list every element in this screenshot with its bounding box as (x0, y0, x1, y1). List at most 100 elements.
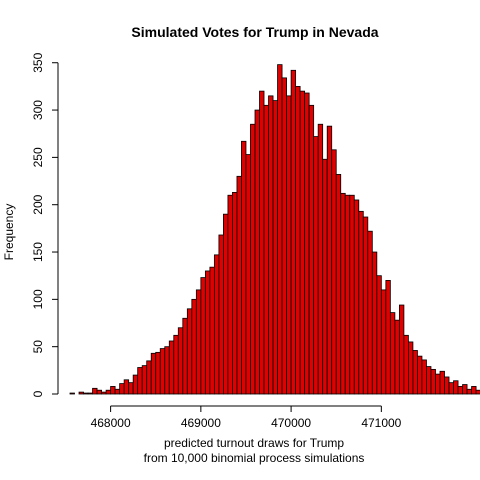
histogram-bar (155, 351, 161, 395)
histogram-bar (281, 77, 287, 395)
histogram-bar (96, 389, 102, 395)
histogram-bar (141, 365, 148, 395)
histogram-bar (349, 194, 355, 395)
histogram-bar (168, 340, 175, 395)
histogram-bar (232, 191, 238, 395)
histogram-bar (299, 90, 306, 395)
histogram-bar (286, 95, 292, 395)
histogram-bar (87, 392, 93, 395)
histogram-bar (380, 289, 387, 395)
histogram-bars (69, 64, 480, 395)
histogram-bar (101, 391, 107, 395)
histogram-bar (236, 175, 242, 395)
histogram-bar (209, 266, 215, 395)
x-tick-label: 470000 (271, 416, 311, 430)
chart-title: Simulated Votes for Trump in Nevada (131, 24, 378, 40)
histogram-bar (457, 386, 463, 395)
histogram-bar (146, 360, 152, 395)
histogram-bar (362, 216, 369, 395)
histogram-bar (385, 280, 391, 395)
histogram-bar (421, 359, 427, 395)
y-tick-label: 50 (31, 340, 45, 354)
histogram-bar (344, 194, 351, 395)
histogram-bar (191, 298, 197, 395)
histogram-bar (223, 213, 229, 395)
histogram-bar (290, 69, 297, 395)
x-tick-label: 469000 (181, 416, 221, 430)
y-tick-label: 150 (31, 242, 45, 262)
histogram-bar (259, 90, 265, 395)
y-axis-title: Frequency (2, 204, 16, 261)
histogram-bar (150, 352, 157, 395)
histogram-bar (326, 125, 333, 395)
histogram-bar (394, 319, 400, 395)
histogram-bar (110, 386, 116, 395)
x-tick-label: 471000 (361, 416, 401, 430)
histogram-bar (218, 234, 224, 395)
histogram-bar (186, 308, 193, 395)
histogram-bar (182, 317, 188, 395)
histogram-bar (83, 392, 89, 395)
y-tick-label: 250 (31, 147, 45, 167)
histogram-bar (213, 254, 220, 395)
histogram-bar (105, 389, 112, 395)
histogram-bar (128, 382, 134, 395)
histogram-bar (417, 355, 423, 395)
y-tick-label: 300 (31, 100, 45, 120)
histogram-bar (227, 194, 233, 395)
y-tick-label: 100 (31, 289, 45, 309)
histogram-bar (263, 104, 269, 395)
histogram-bar (367, 230, 373, 395)
histogram-bar (119, 383, 125, 395)
y-tick-label: 0 (31, 390, 45, 397)
histogram-bar (69, 392, 75, 395)
histogram-bar (322, 158, 328, 395)
histogram-bar (268, 95, 274, 395)
histogram-bar (317, 123, 324, 395)
histogram-bar (277, 64, 283, 395)
histogram-bar (376, 275, 382, 395)
histogram-bar (398, 304, 405, 395)
histogram-bar (453, 380, 459, 395)
histogram-bar (132, 374, 139, 395)
histogram-bar (412, 350, 418, 395)
histogram-bar (471, 386, 477, 395)
histogram-bar (123, 379, 130, 395)
histogram-bar (295, 85, 301, 395)
x-tick-label: 468000 (91, 416, 131, 430)
histogram-bar (164, 346, 170, 395)
histogram-bar (331, 149, 337, 395)
histogram-bar (444, 376, 450, 395)
histogram-bar (448, 382, 454, 395)
histogram-bar (466, 388, 472, 395)
histogram-bar (358, 210, 364, 395)
histogram-bar (177, 327, 184, 395)
histogram-bar (200, 277, 206, 395)
histogram-bar (195, 289, 202, 395)
histogram-bar (250, 123, 256, 395)
histogram-bar (340, 192, 346, 395)
histogram-bar (304, 92, 310, 395)
histogram-bar (475, 389, 480, 395)
y-tick-label: 200 (31, 194, 45, 214)
histogram-bar (462, 384, 468, 395)
histogram-bar (241, 140, 247, 395)
x-axis-subtitle: from 10,000 binomial process simulations (144, 451, 365, 465)
histogram-bar (159, 348, 166, 395)
histogram-bar (408, 341, 414, 395)
histogram-bar (439, 370, 445, 395)
histogram-bar (435, 373, 441, 395)
histogram-bar (389, 312, 396, 395)
y-tick-label: 350 (31, 52, 45, 72)
y-axis: 0 50 100 150 200 250 300 350 (31, 52, 59, 397)
x-axis-title: predicted turnout draws for Trump (164, 436, 344, 450)
histogram-bar (114, 388, 121, 395)
histogram-bar (245, 154, 251, 395)
histogram-bar (204, 270, 211, 395)
histogram-bar (430, 368, 436, 395)
x-axis: 468000 469000 470000 471000 (91, 405, 402, 430)
histogram-bar (137, 367, 143, 395)
histogram-bar (403, 334, 409, 395)
histogram-bar (78, 391, 84, 395)
